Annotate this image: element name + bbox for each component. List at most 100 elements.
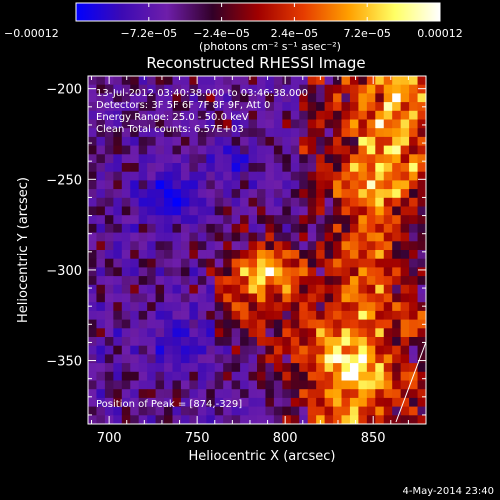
- heatmap-cell: [223, 136, 233, 146]
- heatmap-cell: [197, 163, 207, 173]
- colorbar-tick-label: −7.2e−05: [120, 27, 177, 40]
- heatmap-cell: [282, 267, 292, 277]
- heatmap-cell: [299, 337, 309, 347]
- heatmap-cell: [248, 128, 258, 138]
- heatmap-cell: [366, 163, 376, 173]
- heatmap-cell: [383, 163, 393, 173]
- heatmap-cell: [138, 136, 148, 146]
- heatmap-cell: [316, 354, 325, 364]
- heatmap-cell: [349, 110, 359, 120]
- heatmap-cell: [375, 371, 385, 381]
- heatmap-cell: [316, 84, 325, 94]
- heatmap-cell: [392, 171, 402, 181]
- heatmap-cell: [265, 145, 275, 155]
- heatmap-cell: [273, 337, 283, 347]
- limb-line: [395, 341, 427, 423]
- heatmap-cell: [240, 397, 249, 407]
- heatmap-cell: [88, 310, 97, 320]
- heatmap-cell: [172, 93, 182, 103]
- heatmap-cell: [316, 345, 325, 355]
- heatmap-cell: [172, 136, 182, 146]
- heatmap-cell: [366, 319, 376, 329]
- heatmap-cell: [189, 189, 199, 199]
- heatmap-cell: [164, 215, 173, 225]
- heatmap-cell: [155, 258, 165, 268]
- heatmap-cell: [273, 258, 283, 268]
- heatmap-cell: [180, 119, 190, 129]
- heatmap-cell: [366, 119, 376, 129]
- heatmap-cell: [197, 354, 207, 364]
- heatmap-cell: [341, 363, 351, 373]
- heatmap-cell: [180, 389, 190, 399]
- heatmap-cell: [147, 93, 156, 103]
- heatmap-cell: [206, 154, 216, 164]
- heatmap-cell: [197, 293, 207, 303]
- heatmap-cell: [214, 250, 224, 260]
- heatmap-cell: [409, 415, 418, 425]
- heatmap-cell: [375, 110, 385, 120]
- heatmap-cell: [358, 337, 368, 347]
- heatmap-cell: [96, 128, 106, 138]
- heatmap-cell: [290, 232, 300, 242]
- heatmap-cell: [257, 293, 266, 303]
- heatmap-cell: [248, 267, 258, 277]
- heatmap-cell: [96, 145, 106, 155]
- heatmap-cell: [138, 189, 148, 199]
- heatmap-cell: [265, 371, 275, 381]
- heatmap-cell: [400, 171, 410, 181]
- heatmap-cell: [172, 328, 182, 338]
- heatmap-cell: [214, 171, 224, 181]
- heatmap-cell: [248, 293, 258, 303]
- heatmap-cell: [138, 241, 148, 251]
- heatmap-cell: [383, 319, 393, 329]
- heatmap-cell: [366, 110, 376, 120]
- heatmap-cell: [341, 406, 351, 416]
- heatmap-cell: [375, 163, 385, 173]
- heatmap-cell: [189, 354, 199, 364]
- heatmap-cell: [349, 197, 359, 207]
- heatmap-cell: [257, 189, 266, 199]
- heatmap-cell: [155, 406, 165, 416]
- heatmap-cell: [333, 180, 342, 190]
- heatmap-cell: [358, 258, 368, 268]
- heatmap-cell: [96, 232, 106, 242]
- heatmap-cell: [417, 276, 427, 286]
- heatmap-cell: [248, 284, 258, 294]
- heatmap-cell: [147, 380, 156, 390]
- heatmap-cell: [189, 241, 199, 251]
- heatmap-cell: [197, 345, 207, 355]
- heatmap-cell: [333, 119, 342, 129]
- heatmap-cell: [341, 93, 351, 103]
- heatmap-cell: [180, 84, 190, 94]
- heatmap-cell: [197, 397, 207, 407]
- heatmap-cell: [290, 258, 300, 268]
- heatmap-cell: [257, 232, 266, 242]
- heatmap-cell: [223, 171, 233, 181]
- annotation-detectors: Detectors: 3F 5F 6F 7F 8F 9F, Att 0: [96, 100, 270, 111]
- heatmap-cell: [240, 102, 249, 112]
- heatmap-cell: [214, 93, 224, 103]
- heatmap-cell: [231, 84, 241, 94]
- heatmap-cell: [231, 102, 241, 112]
- heatmap-cell: [130, 145, 140, 155]
- heatmap-cell: [290, 84, 300, 94]
- heatmap-cell: [155, 206, 165, 216]
- heatmap-cell: [409, 284, 418, 294]
- heatmap-cell: [96, 328, 106, 338]
- heatmap-cell: [273, 354, 283, 364]
- heatmap-cell: [409, 128, 418, 138]
- heatmap-cell: [231, 310, 241, 320]
- heatmap-cell: [273, 215, 283, 225]
- heatmap-cell: [130, 163, 140, 173]
- heatmap-cell: [273, 163, 283, 173]
- heatmap-cell: [257, 345, 266, 355]
- heatmap-cell: [164, 250, 173, 260]
- heatmap-cell: [299, 302, 309, 312]
- heatmap-cell: [299, 345, 309, 355]
- heatmap-cell: [366, 284, 376, 294]
- heatmap-cell: [189, 223, 199, 233]
- heatmap-cell: [240, 206, 249, 216]
- heatmap-cell: [231, 241, 241, 251]
- heatmap-cell: [189, 250, 199, 260]
- heatmap-cell: [121, 206, 131, 216]
